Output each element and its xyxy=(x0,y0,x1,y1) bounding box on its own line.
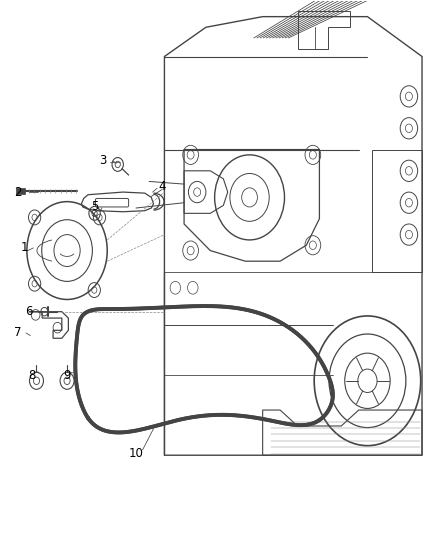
Text: 3: 3 xyxy=(99,154,107,167)
Text: 10: 10 xyxy=(129,447,144,460)
Text: 8: 8 xyxy=(28,369,36,382)
Text: 4: 4 xyxy=(159,180,166,193)
Text: 9: 9 xyxy=(64,369,71,382)
Text: 6: 6 xyxy=(25,305,33,318)
FancyBboxPatch shape xyxy=(16,188,25,194)
Text: 7: 7 xyxy=(14,326,21,340)
Text: 2: 2 xyxy=(14,185,22,199)
Text: 5: 5 xyxy=(91,200,98,213)
Text: 1: 1 xyxy=(21,241,28,254)
